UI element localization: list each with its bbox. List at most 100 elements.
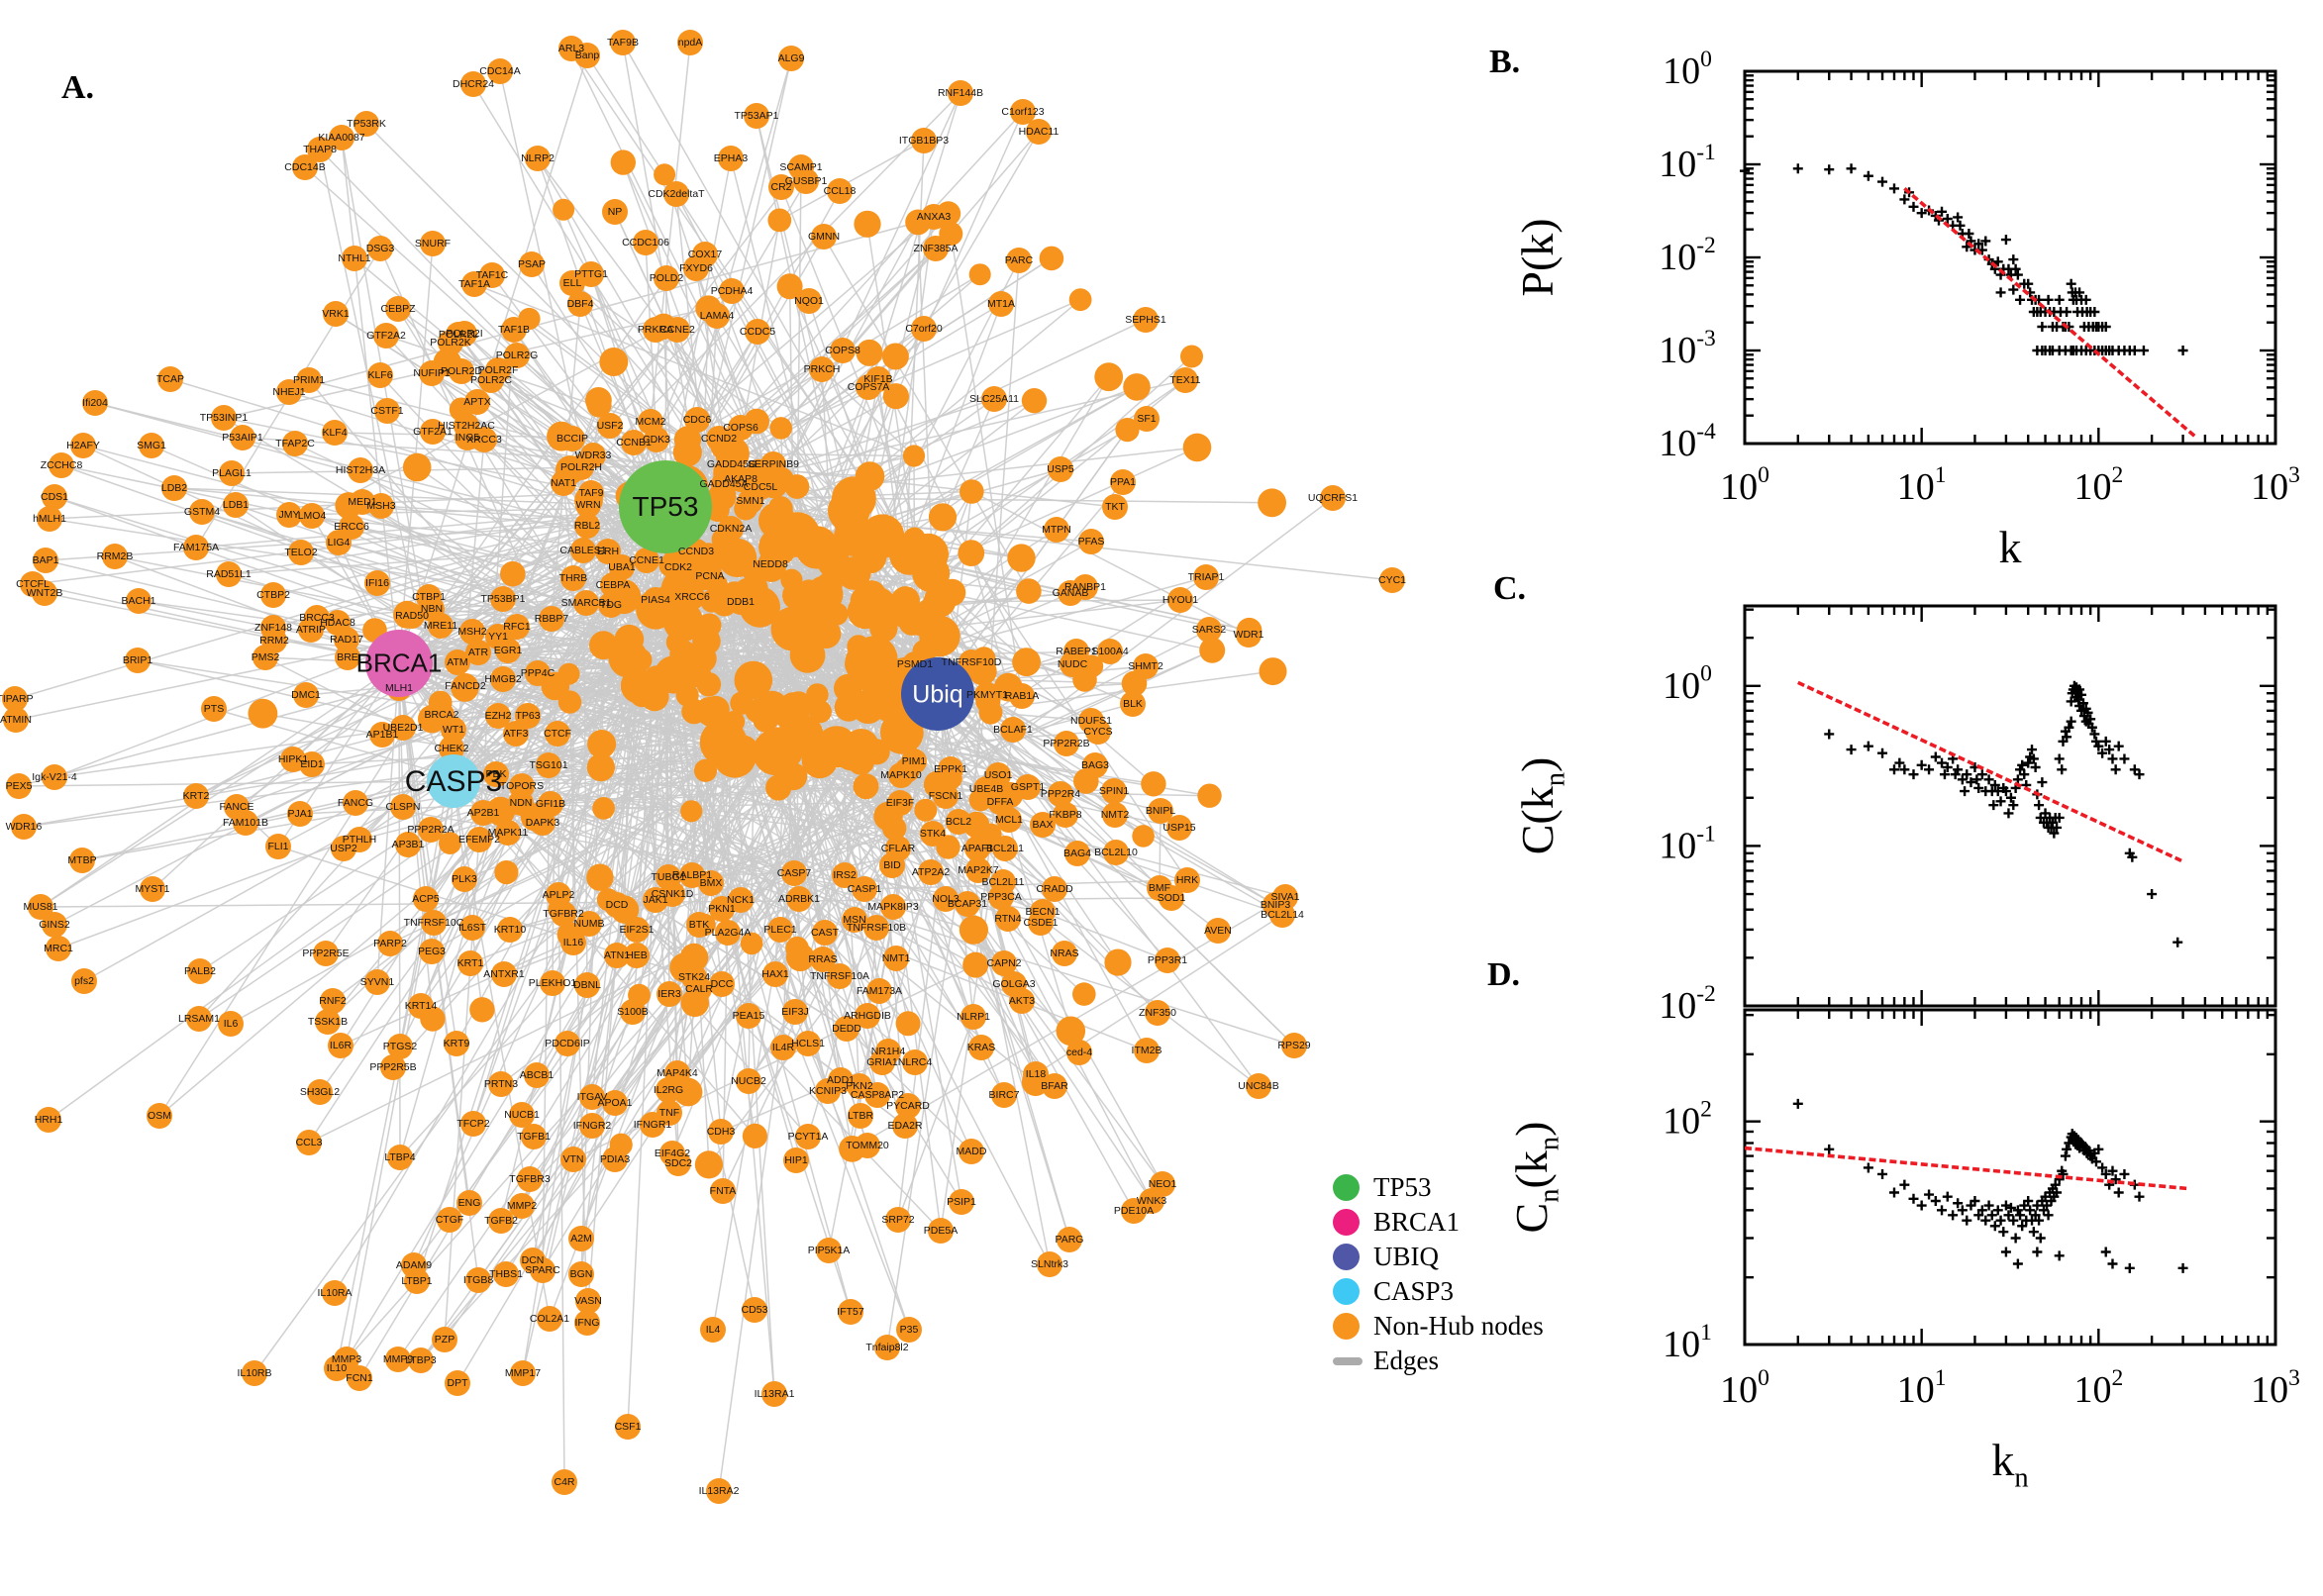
node-label: RRM2B	[97, 550, 134, 562]
node-label: LTBR	[848, 1110, 873, 1122]
node-swatch-icon	[1333, 1174, 1360, 1201]
node-label: PPA1	[1110, 476, 1136, 488]
node-label: PEX5	[6, 780, 33, 792]
node-label: TRIAP1	[1188, 571, 1225, 583]
node-label: PRKRA	[638, 324, 673, 336]
hub-label-tp53: TP53	[633, 491, 699, 522]
node-label: HIPK1	[278, 753, 309, 765]
node-label: LAMA4	[700, 310, 735, 322]
node-label: GMNN	[808, 231, 840, 243]
node-label: WT1	[443, 724, 464, 736]
node-label: PDIA3	[600, 1153, 631, 1165]
node-label: Igk-V21-4	[32, 771, 77, 783]
node-label: P53AIP1	[222, 432, 263, 444]
node-label: SERPINB9	[748, 458, 799, 470]
node-label: TAF1C	[476, 269, 509, 281]
node-label: ZCCHC8	[41, 459, 83, 471]
node-label: POLR2K	[430, 337, 470, 349]
node-label: JMY	[279, 509, 300, 521]
svg-text:102​: 102​	[2073, 462, 2123, 508]
node-label: PRIM1	[293, 374, 325, 386]
node-label: NAT1	[551, 477, 576, 489]
plot-frame	[1743, 69, 2277, 446]
node-label: BCL2	[946, 816, 971, 828]
node-label: GFI1B	[536, 798, 565, 810]
node-label: RAD50	[395, 610, 429, 622]
node-label: KIAA0087	[318, 132, 364, 144]
node-label: SPIN1	[1099, 785, 1130, 797]
node-label: ENG	[458, 1197, 481, 1209]
node-label: RAD17	[330, 634, 363, 646]
svg-text:10-1​: 10-1​	[1659, 821, 1716, 866]
node-label: P35	[900, 1324, 919, 1336]
node-label: STK24	[678, 971, 710, 983]
node-label: TSG101	[529, 759, 567, 771]
hub-label-ubiq: Ubiq	[912, 680, 962, 708]
node-label: VTN	[563, 1153, 584, 1165]
node-label: CDH3	[707, 1126, 736, 1138]
node-label: LIG4	[328, 537, 351, 549]
plot-frame	[1743, 604, 2277, 1008]
node-label: SNURF	[415, 238, 451, 249]
node-label: PZP	[435, 1334, 454, 1346]
node-label: PLEKHO1	[529, 977, 577, 989]
node-label: RALBP1	[672, 869, 712, 881]
node-swatch-icon	[1333, 1209, 1360, 1236]
node-label: GTF2A2	[366, 330, 406, 342]
node-label: CDC14B	[284, 161, 325, 173]
node-label: ARL3	[558, 43, 584, 54]
node-label: FXYD6	[679, 262, 713, 274]
node-label: SLNtrk3	[1031, 1258, 1068, 1270]
node-label: BLK	[1123, 698, 1143, 710]
data-points	[1792, 1098, 2188, 1273]
node-label: NP	[608, 206, 623, 218]
node-label: HIP1	[784, 1154, 808, 1166]
node-label: LRSAM1	[178, 1013, 220, 1025]
node-label: DBNL	[573, 979, 601, 991]
node-label: RAD51L1	[206, 568, 252, 580]
node-label: DDB1	[727, 596, 755, 608]
node-label: CYC1	[1378, 574, 1406, 586]
node-label: THBS1	[489, 1268, 523, 1280]
node-label: CCDC5	[740, 326, 775, 338]
legend-item-edges: Edges	[1333, 1344, 1544, 1378]
node-label: NDUFS1	[1070, 715, 1112, 727]
node-label: KRT1	[457, 957, 484, 969]
node-label: NUDC	[1058, 658, 1088, 670]
node-label: IL10RA	[317, 1287, 352, 1299]
node-label: CDK2	[664, 561, 692, 573]
node-label: PTTG1	[574, 268, 608, 280]
svg-text:101​: 101​	[1897, 1365, 1947, 1411]
node-label: pfs2	[74, 975, 94, 987]
node-label: CDS1	[41, 491, 68, 503]
node-label: DCC	[711, 978, 734, 990]
node-label: DCN	[522, 1254, 545, 1266]
node-label: LDB2	[161, 482, 187, 494]
svg-text:103​: 103​	[2251, 1365, 2300, 1411]
node-label: PLK3	[452, 873, 477, 885]
node-label: PLEC1	[763, 924, 796, 936]
node-label: HMGB2	[484, 673, 522, 685]
svg-text:102​: 102​	[1663, 1097, 1712, 1143]
node-label: TAF1B	[498, 324, 530, 336]
node-label: SOD1	[1158, 892, 1186, 904]
panel-b-label: B.	[1489, 44, 1521, 80]
node-label: WDR16	[6, 821, 43, 833]
node-label: DAPK3	[526, 817, 560, 829]
node-label: WDR33	[575, 449, 612, 461]
edge-swatch-icon	[1333, 1356, 1363, 1365]
node-label: EFEMP2	[458, 834, 500, 846]
node-label: FANCD2	[445, 680, 486, 692]
node-label: Tnfaip8l2	[865, 1342, 908, 1353]
node-label: CEBPA	[596, 579, 631, 591]
node-label: DEDD	[832, 1023, 861, 1035]
panel-a-label: A.	[61, 69, 95, 106]
node-label: CRADD	[1036, 883, 1073, 895]
svg-text:102​: 102​	[2073, 1365, 2123, 1411]
fit-line	[1744, 1146, 2188, 1191]
node-label: DMC1	[291, 689, 321, 701]
node-label: SARS2	[1192, 624, 1227, 636]
node-label: KCNIP3	[809, 1085, 847, 1097]
node-label: SF1	[1137, 413, 1156, 425]
legend-label: Edges	[1373, 1346, 1439, 1375]
